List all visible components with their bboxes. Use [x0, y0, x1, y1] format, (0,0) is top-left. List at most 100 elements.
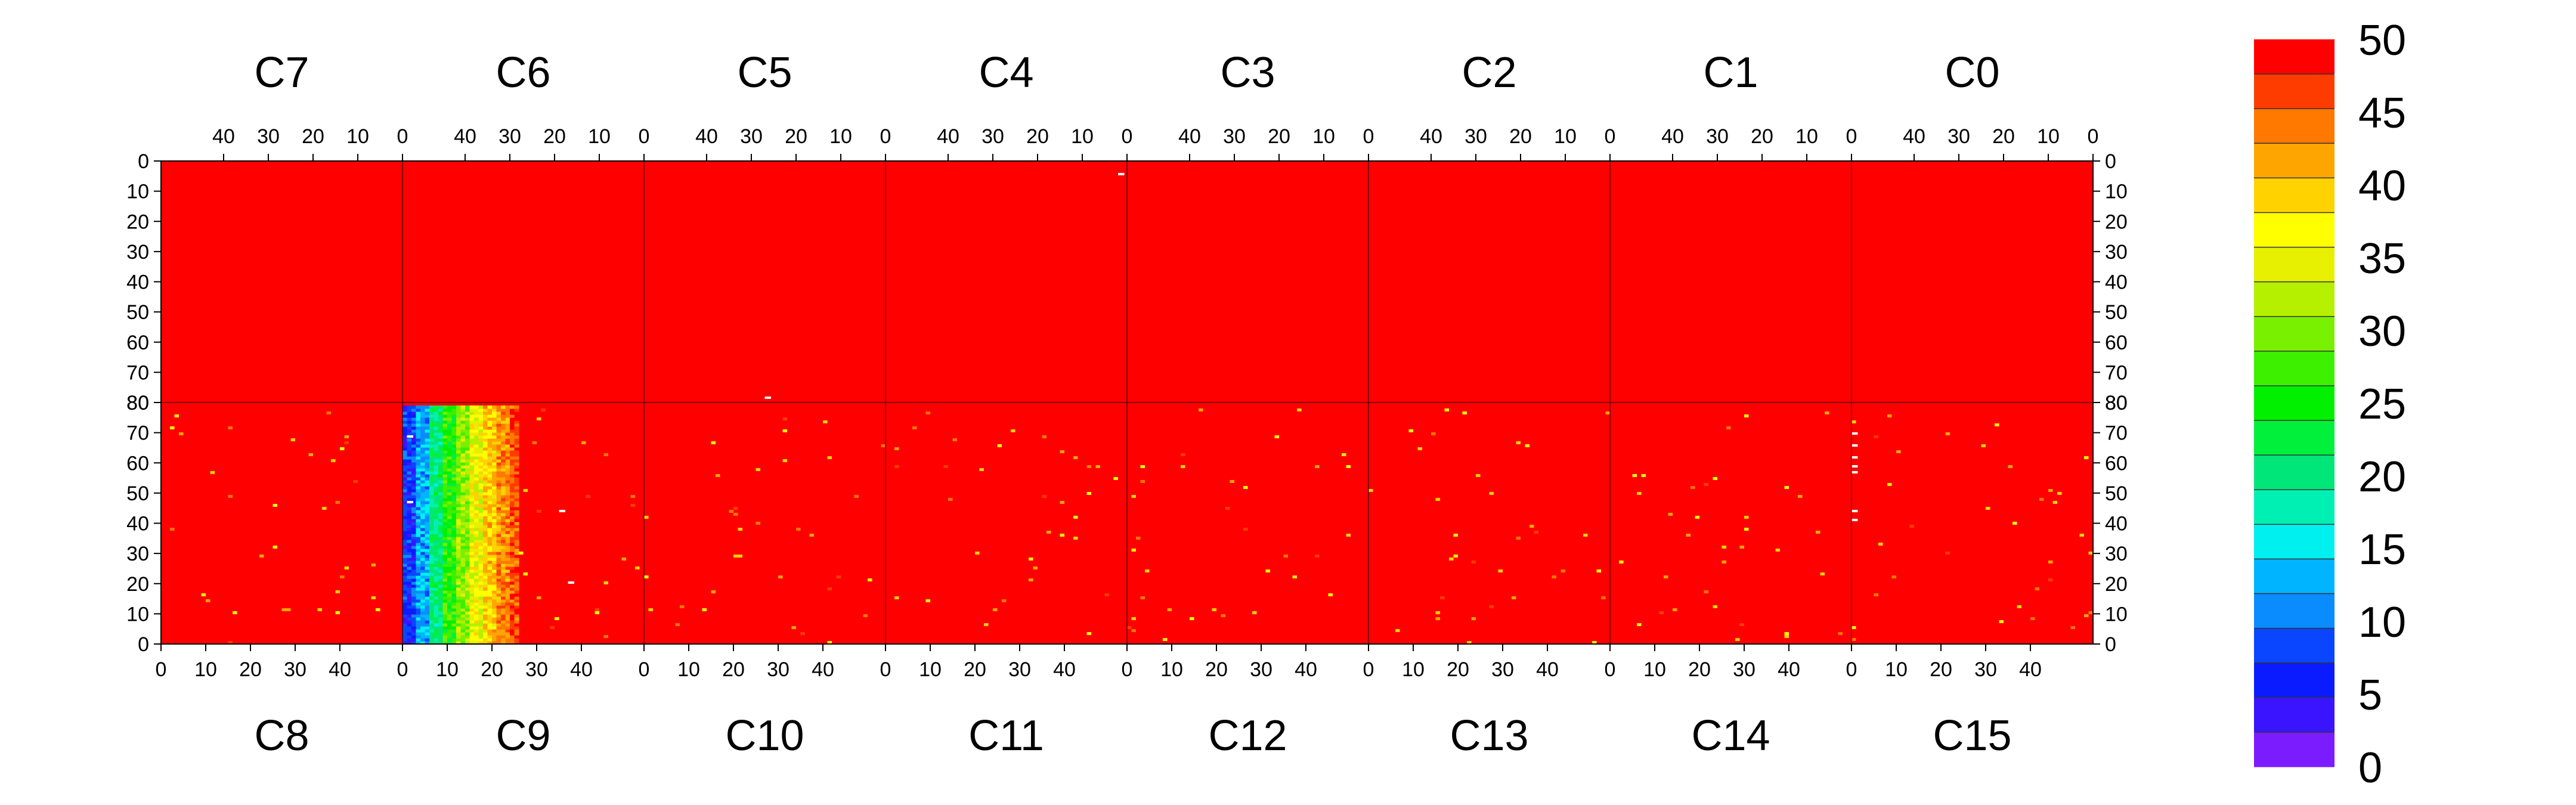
- heatmap-cell: [501, 611, 506, 615]
- heatmap-cell: [510, 561, 515, 564]
- heatmap-cell: [487, 519, 493, 522]
- colorbar-segment: [2254, 281, 2334, 317]
- colorbar-segment: [2254, 732, 2334, 767]
- heatmap-cell: [492, 641, 497, 645]
- heatmap-cell: [487, 426, 493, 430]
- heatmap-cell: [501, 552, 506, 555]
- heatmap-cell: [510, 510, 515, 513]
- heatmap-cell: [402, 420, 408, 424]
- heatmap-cell: [420, 480, 426, 484]
- heatmap-cell: [510, 498, 515, 501]
- heatmap-cell: [483, 519, 488, 522]
- heatmap-cell: [402, 525, 408, 528]
- heatmap-cell: [465, 555, 470, 558]
- heatmap-cell: [501, 423, 506, 427]
- heatmap-cell: [478, 447, 484, 451]
- panel-C14: [1610, 402, 1852, 644]
- heatmap-cell: [474, 480, 479, 484]
- heatmap-cell: [451, 572, 457, 576]
- heatmap-cell: [434, 590, 439, 594]
- heatmap-cell: [416, 435, 421, 439]
- heatmap-cell: [416, 620, 421, 624]
- heatmap-cell: [460, 507, 466, 510]
- heatmap-cell: [501, 492, 506, 496]
- heatmap-cell: [1713, 477, 1717, 480]
- heatmap-cell: [483, 575, 488, 579]
- heatmap-cell: [478, 522, 484, 525]
- y-tick-label: 50: [2105, 482, 2128, 505]
- heatmap-cell: [496, 632, 501, 636]
- heatmap-cell: [438, 528, 444, 531]
- heatmap-cell: [474, 444, 479, 448]
- heatmap-cell: [438, 632, 444, 636]
- colorbar-tick-label: 35: [2358, 235, 2406, 283]
- heatmap-cell: [505, 593, 510, 597]
- heatmap-cell: [442, 558, 448, 561]
- heatmap-cell: [465, 564, 470, 567]
- heatmap-cell: [483, 584, 488, 588]
- heatmap-cell: [1073, 537, 1078, 540]
- heatmap-cell: [1395, 629, 1400, 632]
- heatmap-cell: [416, 480, 421, 484]
- heatmap-cell: [863, 614, 868, 617]
- heatmap-cell: [469, 537, 475, 540]
- heatmap-cell: [1498, 569, 1503, 572]
- heatmap-cell: [447, 632, 453, 636]
- heatmap-cell: [478, 638, 484, 642]
- heatmap-cell: [456, 558, 462, 561]
- heatmap-cell: [505, 623, 510, 627]
- heatmap-cell: [514, 549, 519, 552]
- heatmap-cell: [505, 429, 510, 433]
- heatmap-cell: [411, 599, 417, 603]
- heatmap-cell: [501, 623, 506, 627]
- heatmap-cell: [416, 537, 421, 540]
- panel-label-top: C2: [1462, 49, 1516, 97]
- heatmap-cell: [411, 596, 417, 600]
- heatmap-cell: [501, 599, 506, 603]
- heatmap-cell: [447, 626, 453, 630]
- heatmap-cell: [514, 519, 519, 522]
- heatmap-cell: [496, 620, 501, 624]
- heatmap-cell: [505, 501, 510, 504]
- heatmap-cell: [474, 632, 479, 636]
- heatmap-cell: [402, 528, 408, 531]
- heatmap-cell: [510, 441, 515, 445]
- heatmap-cell: [407, 611, 412, 615]
- heatmap-cell: [492, 611, 497, 615]
- heatmap-cell: [478, 504, 484, 507]
- heatmap-cell: [434, 444, 439, 448]
- heatmap-cell: [429, 638, 435, 642]
- heatmap-cell: [469, 599, 475, 603]
- heatmap-cell: [483, 450, 488, 454]
- heatmap-cell: [451, 462, 457, 466]
- heatmap-cell: [407, 405, 412, 409]
- heatmap-cell: [510, 474, 515, 478]
- x-tick-label: 30: [1250, 658, 1272, 681]
- heatmap-cell: [492, 617, 497, 621]
- heatmap-cell: [411, 608, 417, 612]
- heatmap-cell: [451, 584, 457, 588]
- heatmap-cell: [402, 465, 408, 469]
- heatmap-cell: [447, 584, 453, 588]
- heatmap-cell: [496, 599, 501, 603]
- heatmap-cell: [483, 435, 488, 439]
- heatmap-cell: [451, 447, 457, 451]
- heatmap-cell: [510, 453, 515, 457]
- heatmap-cell: [487, 492, 493, 496]
- heatmap-cell: [451, 477, 457, 481]
- y-tick-label: 0: [2105, 633, 2116, 656]
- heatmap-cell: [478, 525, 484, 528]
- heatmap-cell: [451, 456, 457, 460]
- heatmap-cell: [514, 575, 519, 579]
- heatmap-cell: [429, 438, 435, 442]
- heatmap-cell: [420, 474, 426, 478]
- heatmap-cell: [505, 537, 510, 540]
- heatmap-cell: [514, 438, 519, 442]
- x-tick-label: 30: [1974, 658, 1997, 681]
- heatmap-cell: [442, 414, 448, 418]
- heatmap-cell: [442, 540, 448, 543]
- heatmap-cell: [434, 605, 439, 609]
- heatmap-cell: [505, 549, 510, 552]
- heatmap-cell: [469, 408, 475, 412]
